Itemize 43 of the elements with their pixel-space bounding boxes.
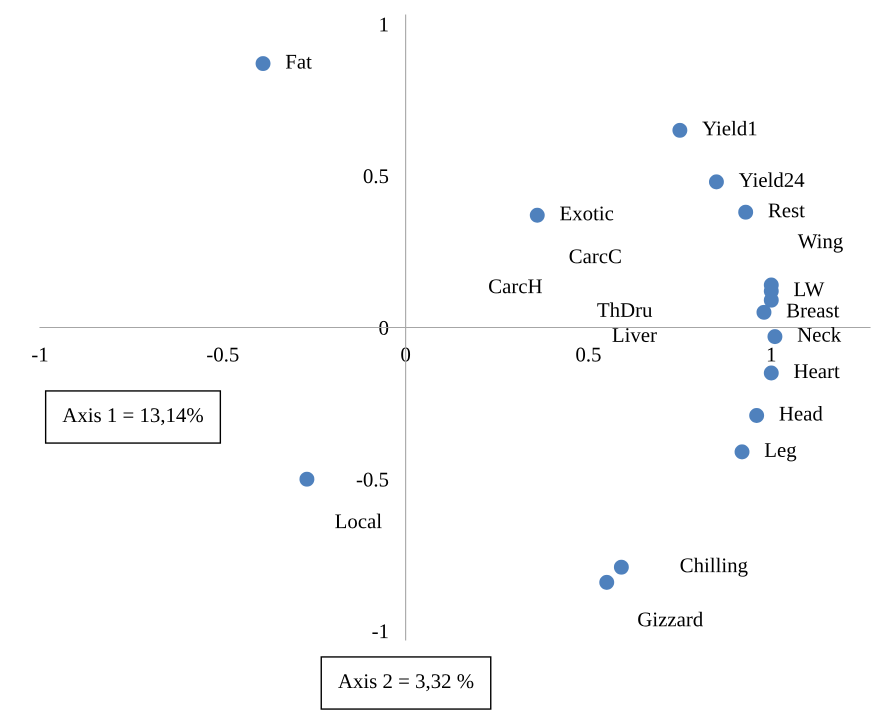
x-tick-label: -1	[32, 348, 48, 362]
point	[767, 329, 782, 344]
y-tick-label: -0.5	[356, 472, 388, 487]
annotation: Local	[335, 514, 382, 528]
point	[756, 304, 772, 320]
point	[672, 122, 688, 138]
x-tick-label: 0	[401, 348, 410, 362]
x-tick-label: 1	[768, 348, 776, 362]
annotation: Axis 1 = 13,14%	[62, 408, 203, 426]
text: Axis 2 = 3,32 %	[338, 674, 474, 692]
annotation: Leg	[764, 443, 796, 462]
point	[764, 366, 779, 380]
point	[599, 574, 614, 590]
annotation: Gizzard	[638, 612, 703, 626]
annotation: Chilling	[680, 558, 748, 577]
x-tick-label: -0.5	[207, 348, 238, 362]
point	[530, 208, 545, 223]
annotation: LW	[794, 282, 824, 296]
point	[299, 472, 314, 487]
annotation: CarcC	[570, 249, 621, 264]
y-tick-label: 1	[380, 18, 388, 32]
annotation: Exotic	[560, 206, 614, 220]
annotation: Breast	[786, 304, 840, 318]
point	[708, 174, 724, 190]
annotation: Neck	[798, 327, 842, 342]
annotation: Heart	[794, 364, 840, 378]
y-tick-label: 0.5	[364, 169, 388, 184]
annotation: Rest	[768, 204, 805, 218]
annotation: ThDru	[597, 302, 652, 318]
x-tick-label: 0.5	[576, 348, 601, 362]
annotation: Wing	[798, 234, 843, 253]
annotation: Head	[779, 406, 823, 421]
point	[734, 444, 750, 460]
point	[614, 560, 629, 575]
annotation: Yield24	[738, 172, 804, 188]
point	[256, 56, 271, 72]
annotation: Yield1	[702, 120, 756, 136]
annotation: CarcH	[489, 279, 542, 294]
annotation: Liver	[612, 328, 657, 342]
point	[749, 408, 764, 423]
y-tick-label: -1	[372, 624, 388, 638]
point	[738, 204, 754, 220]
annotation: Fat	[286, 54, 312, 69]
